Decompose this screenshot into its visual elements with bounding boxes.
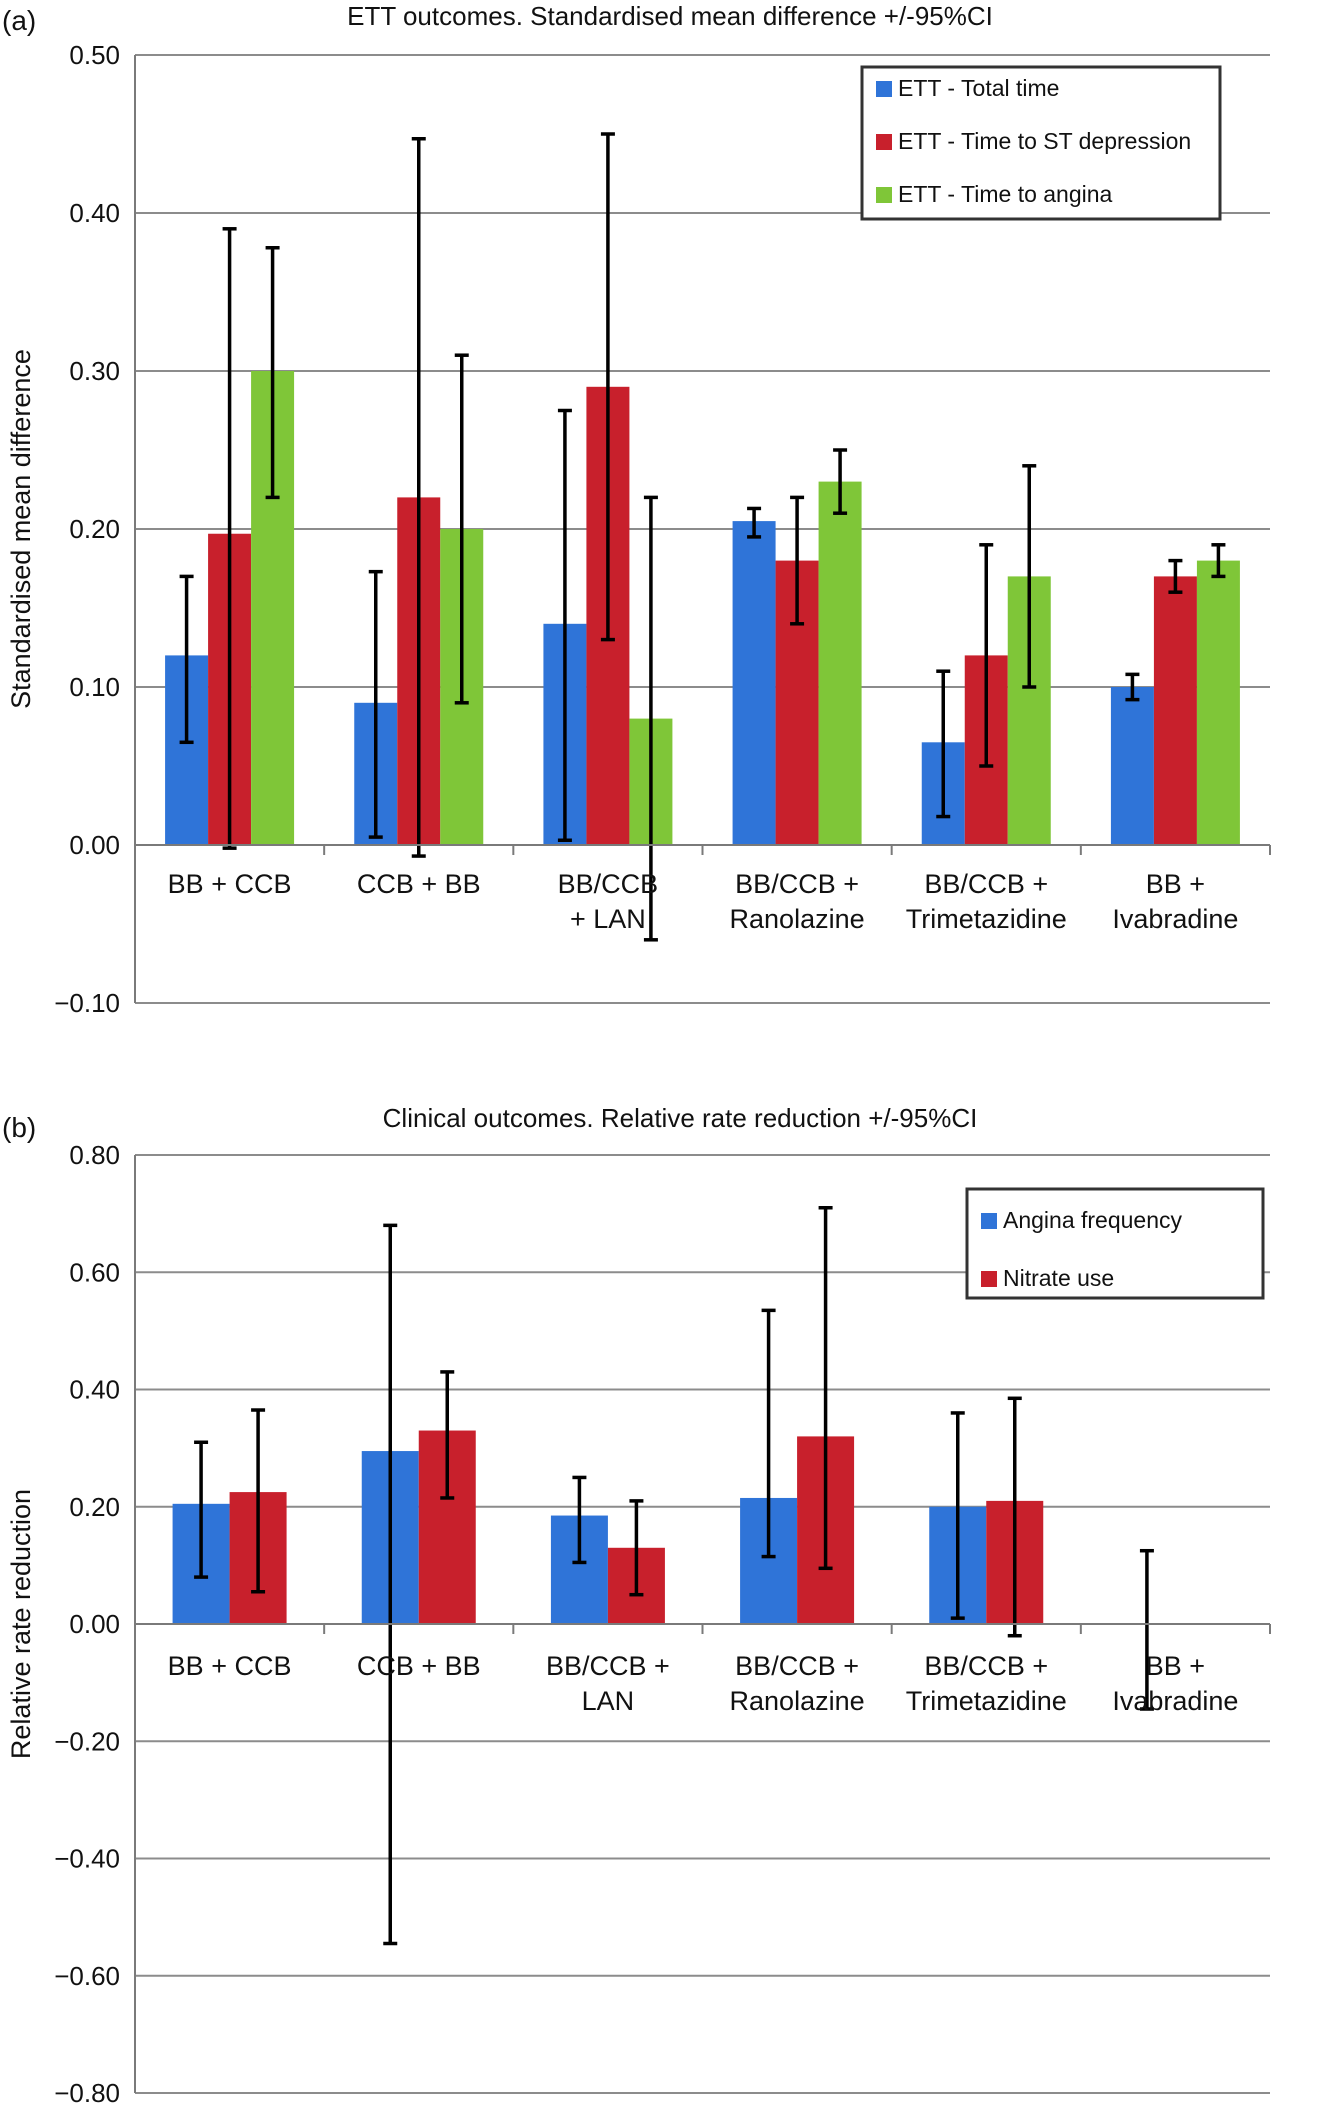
category-label: BB + CCB xyxy=(168,869,292,899)
panel-label: (b) xyxy=(2,1112,36,1143)
panel-b-clinical-outcomes: (b) Clinical outcomes. Relative rate redu… xyxy=(2,1103,1271,2108)
category-label-line: CCB + BB xyxy=(357,869,481,899)
y-tick-label: 0.80 xyxy=(69,1140,120,1170)
category-label-line: Ranolazine xyxy=(730,1686,865,1716)
legend-label: ETT - Time to ST depression xyxy=(898,128,1191,154)
y-tick-label: 0.40 xyxy=(69,1375,120,1405)
category-label-line: CCB + BB xyxy=(357,1651,481,1681)
category-label: BB/CCB + Ranolazine xyxy=(730,1651,865,1716)
category-label-line: BB + xyxy=(1146,869,1205,899)
y-tick-label: −0.20 xyxy=(54,1726,120,1756)
category-label: CCB + BB xyxy=(357,1651,481,1681)
category-label: BB/CCB + Trimetazidine xyxy=(906,869,1067,934)
category-label: CCB + BB xyxy=(357,869,481,899)
category-label-line: LAN xyxy=(582,1686,635,1716)
chart-title: ETT outcomes. Standardised mean differen… xyxy=(347,1,993,31)
category-label-line: BB + CCB xyxy=(168,869,292,899)
y-tick-label: −0.40 xyxy=(54,1844,120,1874)
category-label: BB/CCB + LAN xyxy=(558,869,659,934)
y-tick-label: −0.60 xyxy=(54,1961,120,1991)
legend-swatch xyxy=(876,134,892,150)
legend-box xyxy=(965,1187,1265,1300)
y-tick-label: 0.20 xyxy=(69,514,120,544)
bar xyxy=(818,481,862,845)
category-label-line: Trimetazidine xyxy=(906,1686,1067,1716)
category-label: BB + CCB xyxy=(168,1651,292,1681)
category-label-line: BB/CCB + xyxy=(546,1651,670,1681)
y-tick-label: −0.10 xyxy=(54,988,120,1018)
y-axis-label: Relative rate reduction xyxy=(6,1489,36,1759)
y-tick-label: 0.60 xyxy=(69,1257,120,1287)
category-label: BB + Ivabradine xyxy=(1112,869,1238,934)
legend-label: ETT - Total time xyxy=(898,75,1059,101)
category-label-line: Ivabradine xyxy=(1112,904,1238,934)
legend-swatch xyxy=(876,187,892,203)
y-tick-label: 0.50 xyxy=(69,40,120,70)
category-label-line: BB/CCB + xyxy=(924,1651,1048,1681)
y-tick-label: 0.30 xyxy=(69,356,120,386)
category-label-line: BB/CCB + xyxy=(735,1651,859,1681)
category-label: BB + Ivabradine xyxy=(1112,1651,1238,1716)
category-label-line: Trimetazidine xyxy=(906,904,1067,934)
bar xyxy=(732,521,776,845)
category-label-line: BB + CCB xyxy=(168,1651,292,1681)
y-tick-label: 0.00 xyxy=(69,830,120,860)
legend-swatch xyxy=(981,1213,997,1229)
category-label: BB/CCB + LAN xyxy=(546,1651,670,1716)
category-label: BB/CCB + Trimetazidine xyxy=(906,1651,1067,1716)
bar xyxy=(1153,576,1197,845)
legend-label: Angina frequency xyxy=(1003,1207,1183,1233)
category-label-line: BB/CCB xyxy=(558,869,659,899)
y-tick-label: 0.00 xyxy=(69,1609,120,1639)
legend-swatch xyxy=(876,81,892,97)
category-label-line: Ranolazine xyxy=(730,904,865,934)
category-label: BB/CCB + Ranolazine xyxy=(730,869,865,934)
legend-label: Nitrate use xyxy=(1003,1265,1114,1291)
category-label-line: + LAN xyxy=(570,904,646,934)
y-tick-label: 0.10 xyxy=(69,672,120,702)
chart-title: Clinical outcomes. Relative rate reducti… xyxy=(383,1103,978,1133)
category-label-line: BB/CCB + xyxy=(924,869,1048,899)
y-axis-label: Standardised mean difference xyxy=(6,349,36,709)
y-tick-label: −0.80 xyxy=(54,2078,120,2108)
category-label-line: BB/CCB + xyxy=(735,869,859,899)
legend-box xyxy=(860,65,1222,221)
y-tick-label: 0.20 xyxy=(69,1492,120,1522)
legend-swatch xyxy=(981,1271,997,1287)
panel-label: (a) xyxy=(2,5,36,36)
bar xyxy=(1110,687,1154,845)
legend-label: ETT - Time to angina xyxy=(898,181,1113,207)
panel-a-ett-outcomes: (a) ETT outcomes. Standardised mean diffe… xyxy=(2,1,1271,1018)
category-label-line: BB + xyxy=(1146,1651,1205,1681)
y-tick-label: 0.40 xyxy=(69,198,120,228)
category-label-line: Ivabradine xyxy=(1112,1686,1238,1716)
bar xyxy=(1196,560,1240,845)
